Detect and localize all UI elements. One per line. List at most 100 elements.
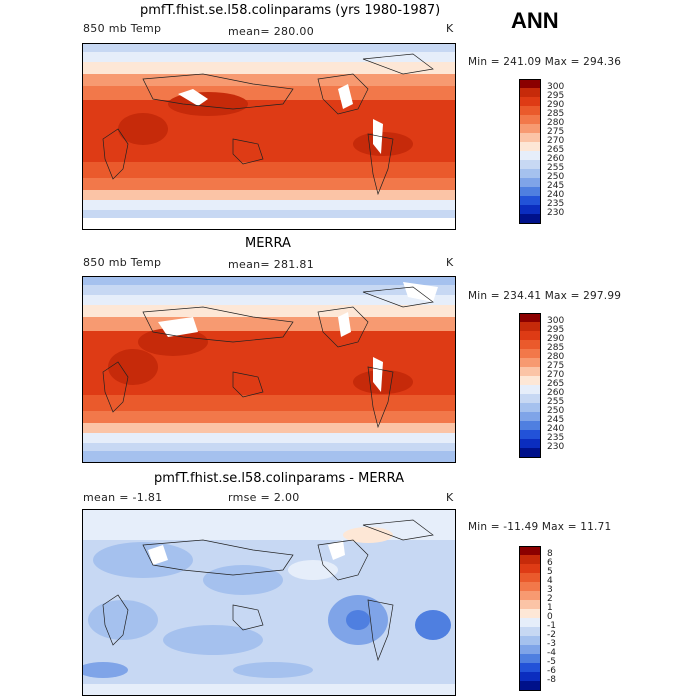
panel-3-map <box>82 509 456 696</box>
colorbar-swatch <box>519 88 541 98</box>
colorbar-tick-label: 270 <box>547 370 565 380</box>
colorbar-tick-label: -6 <box>547 666 556 676</box>
panel-1-map <box>82 43 456 230</box>
colorbar-swatch <box>519 358 541 368</box>
panel-1-unit-label: K <box>446 22 454 35</box>
colorbar-swatch <box>519 412 541 422</box>
colorbar-swatch <box>519 349 541 359</box>
colorbar-swatch <box>519 331 541 341</box>
colorbar-tick-label: 295 <box>547 91 565 101</box>
colorbar-swatch <box>519 627 541 637</box>
colorbar-tick-label: 240 <box>547 424 565 434</box>
colorbar-swatch <box>519 106 541 116</box>
panel-1-variable-label: 850 mb Temp <box>83 22 162 35</box>
colorbar-swatch <box>519 573 541 583</box>
colorbar-tick-label: 3 <box>547 585 553 595</box>
colorbar-tick-label: 6 <box>547 558 553 568</box>
colorbar-tick-label: 260 <box>547 388 565 398</box>
colorbar-tick-label: -8 <box>547 675 556 685</box>
colorbar-swatch <box>519 142 541 152</box>
colorbar-tick-label: 300 <box>547 316 565 326</box>
panel-3-title: pmfT.fhist.se.l58.colinparams - MERRA <box>154 471 404 486</box>
colorbar-swatch <box>519 564 541 574</box>
colorbar-swatch <box>519 133 541 143</box>
colorbar-swatch <box>519 546 541 556</box>
colorbar-swatch <box>519 115 541 125</box>
colorbar-tick-label: 270 <box>547 136 565 146</box>
panel-1-map-field <box>83 44 455 229</box>
panel-1-title: pmfT.fhist.se.l58.colinparams (yrs 1980-… <box>140 3 441 18</box>
colorbar-swatch <box>519 591 541 601</box>
panel-2-map <box>82 276 456 463</box>
panel-3-mean-label: mean = -1.81 <box>83 491 163 504</box>
colorbar-tick-label: 2 <box>547 594 553 604</box>
colorbar-tick-label: 300 <box>547 82 565 92</box>
colorbar-tick-label: 265 <box>547 379 565 389</box>
colorbar-top-border <box>519 79 541 80</box>
colorbar-tick-label: 5 <box>547 567 553 577</box>
colorbar-swatch <box>519 160 541 170</box>
colorbar-swatch <box>519 609 541 619</box>
panel-2-unit-label: K <box>446 256 454 269</box>
colorbar-swatch <box>519 663 541 673</box>
panel-2-variable-label: 850 mb Temp <box>83 256 162 269</box>
panel-1-min-max: Min = 241.09 Max = 294.36 <box>468 56 622 68</box>
colorbar-tick-label: -5 <box>547 657 556 667</box>
colorbar-tick-label: 0 <box>547 612 553 622</box>
colorbar-tick-label: -3 <box>547 639 556 649</box>
colorbar-swatch <box>519 600 541 610</box>
colorbar-tick-label: 255 <box>547 163 565 173</box>
colorbar-swatch <box>519 367 541 377</box>
colorbar-swatch <box>519 340 541 350</box>
colorbar-tick-label: 245 <box>547 415 565 425</box>
panel-3-map-field <box>83 510 455 695</box>
colorbar-swatch <box>519 178 541 188</box>
colorbar-swatch <box>519 448 541 458</box>
colorbar-tick-label: 250 <box>547 172 565 182</box>
colorbar-swatch <box>519 681 541 691</box>
panel-2-min-max: Min = 234.41 Max = 297.99 <box>468 290 622 302</box>
colorbar-top-border <box>519 546 541 547</box>
colorbar-tick-label: 285 <box>547 109 565 119</box>
colorbar-tick-label: 280 <box>547 118 565 128</box>
colorbar-swatch <box>519 214 541 224</box>
colorbar-tick-label: 250 <box>547 406 565 416</box>
colorbar-tick-label: 295 <box>547 325 565 335</box>
colorbar-tick-label: 230 <box>547 442 565 452</box>
colorbar-swatch <box>519 430 541 440</box>
colorbar-swatch <box>519 403 541 413</box>
panel-2-title: MERRA <box>245 236 291 251</box>
colorbar-swatch <box>519 421 541 431</box>
colorbar-tick-label: 280 <box>547 352 565 362</box>
colorbar-tick-label: 285 <box>547 343 565 353</box>
panel-3-rmse-label: rmse = 2.00 <box>228 491 300 504</box>
panel-1-mean-label: mean= 280.00 <box>228 25 314 38</box>
colorbar-swatch <box>519 376 541 386</box>
colorbar-tick-label: 230 <box>547 208 565 218</box>
colorbar-top-border <box>519 313 541 314</box>
colorbar-swatch <box>519 654 541 664</box>
colorbar-tick-label: -4 <box>547 648 556 658</box>
panel-2-map-field <box>83 277 455 462</box>
panel-2-mean-label: mean= 281.81 <box>228 258 314 271</box>
colorbar-tick-label: 275 <box>547 127 565 137</box>
colorbar-swatch <box>519 672 541 682</box>
colorbar-tick-label: 265 <box>547 145 565 155</box>
season-label: ANN <box>511 8 559 33</box>
colorbar-swatch <box>519 322 541 332</box>
colorbar-swatch <box>519 439 541 449</box>
panel-3-unit-label: K <box>446 491 454 504</box>
panel-3-min-max: Min = -11.49 Max = 11.71 <box>468 521 612 533</box>
colorbar-swatch <box>519 169 541 179</box>
colorbar-swatch <box>519 79 541 89</box>
colorbar-swatch <box>519 645 541 655</box>
colorbar-swatch <box>519 151 541 161</box>
colorbar-tick-label: -1 <box>547 621 556 631</box>
colorbar-swatch <box>519 618 541 628</box>
colorbar-swatch <box>519 124 541 134</box>
colorbar-tick-label: 235 <box>547 199 565 209</box>
colorbar-swatch <box>519 636 541 646</box>
colorbar-swatch <box>519 205 541 215</box>
colorbar-tick-label: 245 <box>547 181 565 191</box>
colorbar-swatch <box>519 313 541 323</box>
